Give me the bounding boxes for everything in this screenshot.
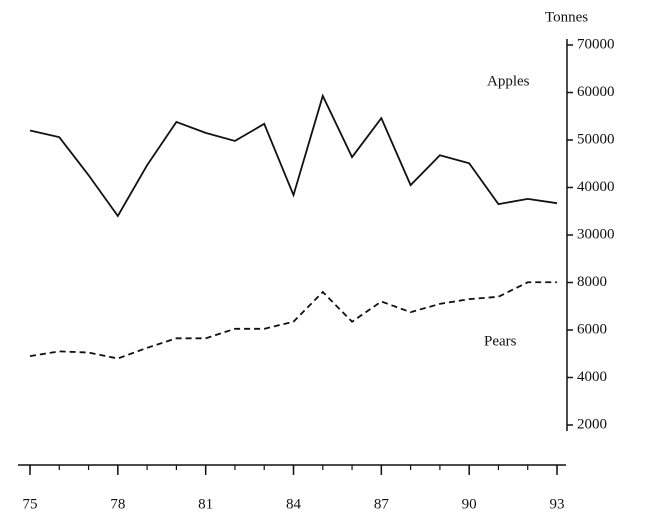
series-line <box>29 281 557 360</box>
x-tick-label: 90 <box>462 496 477 512</box>
y-tick-label: 40000 <box>577 179 615 195</box>
y-tick-label: 70000 <box>577 36 615 52</box>
series-label-apples: Apples <box>487 73 530 89</box>
y-axis-label: Tonnes <box>545 9 588 25</box>
y-tick-label: 60000 <box>577 84 615 100</box>
y-tick-label: 4000 <box>577 369 607 385</box>
series-label-pears: Pears <box>484 333 517 349</box>
x-tick-label: 93 <box>550 496 565 512</box>
series-line <box>29 93 558 218</box>
y-tick-label: 8000 <box>577 274 607 290</box>
x-tick-label: 81 <box>198 496 213 512</box>
y-tick-label: 30000 <box>577 226 615 242</box>
y-tick-label: 2000 <box>577 416 607 432</box>
x-tick-label: 84 <box>286 496 302 512</box>
x-tick-label: 75 <box>23 496 38 512</box>
y-tick-label: 50000 <box>577 131 615 147</box>
x-tick-label: 78 <box>110 496 125 512</box>
x-tick-label: 87 <box>374 496 390 512</box>
y-tick-label: 6000 <box>577 321 607 337</box>
